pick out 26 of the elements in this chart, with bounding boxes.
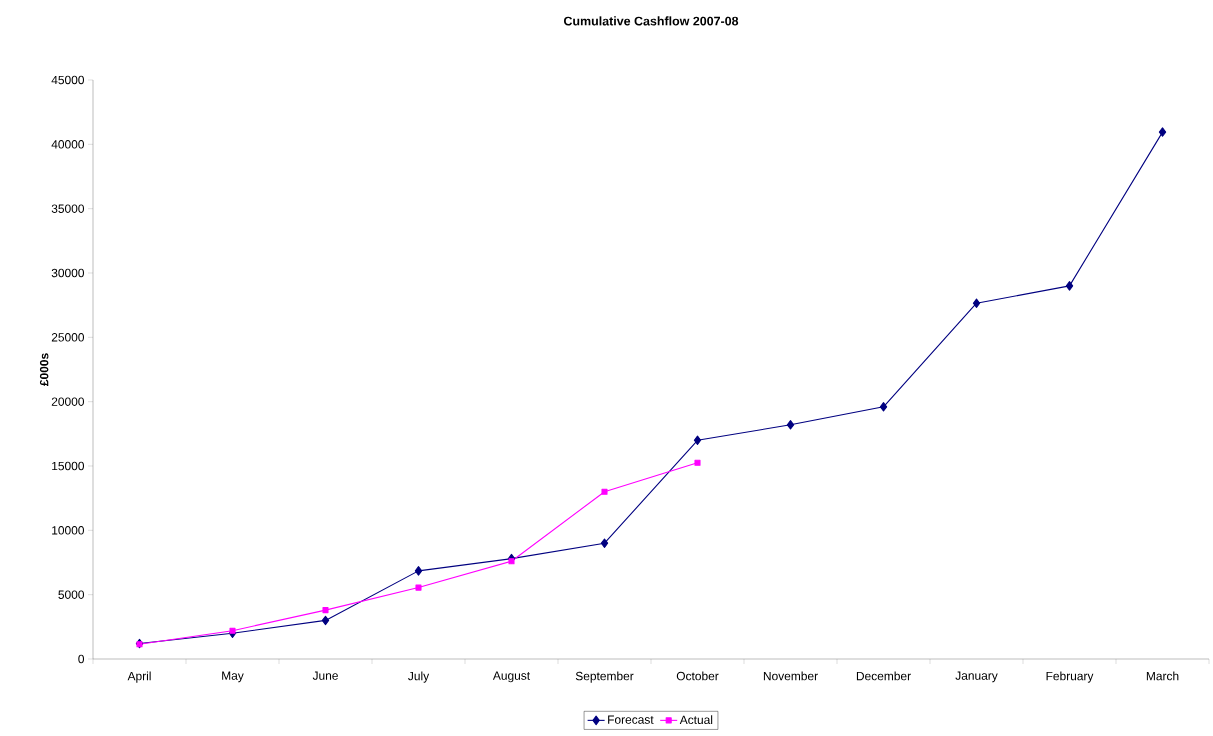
x-tick-label: June bbox=[312, 671, 338, 680]
x-tick-label: July bbox=[408, 671, 430, 683]
x-tick-label: April bbox=[127, 671, 151, 683]
y-tick-label: 5000 bbox=[58, 590, 85, 599]
chart-title: Cumulative Cashflow 2007-08 bbox=[563, 16, 739, 26]
x-tick-label: January bbox=[955, 671, 998, 683]
x-tick-label: October bbox=[676, 671, 719, 681]
y-tick-label: 15000 bbox=[52, 461, 85, 471]
y-tick-label: 40000 bbox=[51, 140, 85, 149]
x-tick-label: February bbox=[1046, 671, 1094, 683]
y-tick-label: 0 bbox=[78, 654, 85, 664]
y-axis-title: £000s bbox=[39, 353, 49, 386]
x-tick-label: November bbox=[763, 671, 818, 681]
legend-label: Forecast bbox=[608, 715, 654, 724]
y-tick-label: 35000 bbox=[51, 204, 85, 213]
y-tick-label: 25000 bbox=[51, 333, 85, 342]
legend-label: Actual bbox=[679, 715, 713, 725]
y-tick-label: 10000 bbox=[52, 526, 85, 535]
x-tick-label: December bbox=[856, 671, 911, 681]
x-tick-label: September bbox=[575, 671, 634, 683]
x-tick-label: August bbox=[492, 671, 531, 683]
x-tick-label: May bbox=[222, 671, 244, 683]
y-tick-label: 45000 bbox=[51, 75, 85, 85]
y-tick-label: 30000 bbox=[51, 268, 85, 278]
x-tick-label: March bbox=[1146, 671, 1179, 681]
y-tick-label: 20000 bbox=[51, 397, 85, 406]
